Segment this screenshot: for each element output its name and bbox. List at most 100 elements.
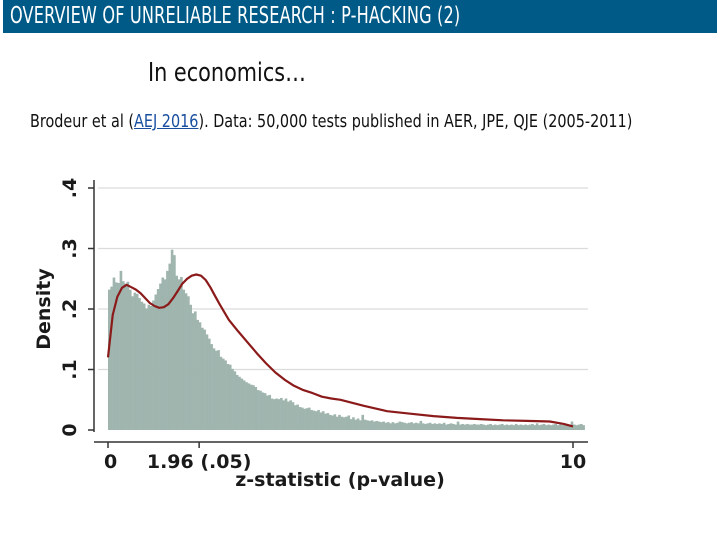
histogram-bar [317,410,320,430]
histogram-bar [577,424,581,430]
histogram-bar [493,424,497,430]
histogram-bar [375,420,378,430]
histogram-bar [468,424,471,430]
histogram-bar [363,419,367,430]
histogram-bar [345,416,348,430]
histogram-bar [126,281,130,430]
x-tick-label: 10 [560,451,586,473]
histogram-bar [140,301,144,430]
histogram-bar [333,414,337,430]
histogram-bar [298,407,302,430]
histogram-bar [407,422,411,430]
histogram-bar [245,382,248,430]
histogram-bar [240,378,244,430]
histogram-bar [314,411,318,430]
histogram-bar [154,294,158,430]
histogram-bar [175,275,179,430]
histogram-bar [377,421,381,430]
histogram-bar [540,424,544,430]
histogram-bar [205,334,209,430]
histogram-bar [252,385,255,430]
histogram-bar [149,305,153,430]
histogram-bar [231,368,234,430]
histogram-bar [428,422,432,430]
histogram-bar [214,350,218,430]
histogram-bar [263,393,267,430]
histogram-bar [412,423,416,430]
histogram-bar [159,283,162,430]
histogram-bar [261,392,265,430]
histogram-bar [512,425,516,430]
y-tick-label: 0 [59,423,81,436]
y-tick-label: .2 [59,299,81,319]
histogram-bar [545,425,548,430]
histogram-bar [556,425,560,430]
histogram-bar [335,416,339,430]
histogram-bar [500,423,504,430]
histogram-bar [177,279,181,430]
histogram-bar [228,364,232,430]
histogram-bar [156,289,160,430]
histogram-bar [296,404,299,430]
histogram-bar [163,279,167,430]
histogram-bar [280,397,283,430]
histogram-bar [117,282,120,430]
histogram-bar [566,423,569,430]
histogram-bar [463,424,467,430]
histogram-bar [435,423,439,430]
histogram-bar [182,289,186,430]
histogram-bar [554,423,558,430]
histogram-bar [433,423,437,430]
histogram-bar [480,423,483,430]
histogram-bar [152,300,155,430]
title-banner: OVERVIEW OF UNRELIABLE RESEARCH : P-HACK… [3,0,717,33]
histogram-bar [203,329,206,430]
histogram-bar [470,424,474,430]
histogram-bar [503,425,506,430]
histogram-bar [442,422,446,430]
histogram-bar [414,422,418,430]
histogram-bar [573,424,576,430]
histogram-bar [549,425,553,430]
y-tick-label: .3 [59,238,81,258]
histogram-bar [398,421,402,430]
histogram-bar [268,394,272,430]
histogram-bar [180,276,183,430]
histogram-bar [347,415,351,430]
histogram-bar [212,348,216,430]
histogram-bar [491,425,495,430]
histogram-bar [559,424,562,430]
histogram-bar [510,424,513,430]
histogram-bar [359,420,362,430]
histogram-bar [238,376,241,430]
histogram-bar [524,424,527,430]
histogram-bar [128,289,132,430]
histogram-bar [389,423,392,430]
histogram-bar [547,424,551,430]
histogram-bar [391,422,395,430]
histogram-bar [270,398,274,430]
histogram-bar [477,424,481,430]
histogram-bar [473,423,476,430]
histogram-bar [461,423,465,430]
histogram-bar [259,390,262,430]
histogram-bar [170,249,174,430]
histogram-bar [305,408,309,430]
histogram-bar [138,298,141,430]
histogram-bar [505,424,509,430]
histogram-bar [196,319,199,430]
histogram-bar [393,423,397,430]
histogram-bar [233,371,237,430]
histogram-bar [187,296,190,430]
histogram-bar [166,270,169,430]
source-link[interactable]: AEJ 2016 [134,111,199,132]
histogram-bar [575,425,578,430]
histogram-bar [324,413,327,430]
histogram-bar [198,322,202,430]
histogram-bar [519,424,523,430]
histogram-bar [340,416,344,430]
histogram-bar [124,283,127,430]
histogram-bar [514,423,518,430]
slide-subtitle: In economics… [148,58,306,88]
histogram-bar [294,405,297,430]
